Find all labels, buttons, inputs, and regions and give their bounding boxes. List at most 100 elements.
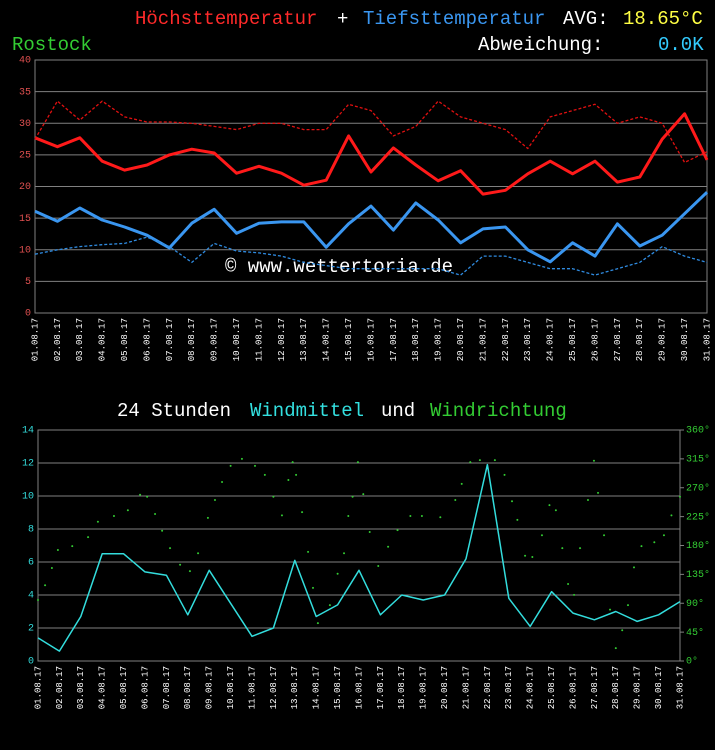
deviation-label: Abweichung: [478, 34, 603, 56]
scatter-point [37, 599, 39, 602]
scatter-point [469, 461, 472, 464]
series-line [34, 191, 709, 264]
y2-tick-label: 315° [686, 454, 710, 466]
scatter-point [197, 552, 200, 555]
scatter-point [351, 495, 354, 498]
scatter-point [592, 459, 595, 462]
scatter-point [621, 629, 624, 632]
scatter-point [478, 459, 481, 462]
scatter-point [597, 491, 600, 494]
scatter-point [126, 509, 129, 512]
scatter-point [71, 545, 74, 548]
y-tick-label: 5 [25, 277, 31, 288]
x-tick-label: 09.08.17 [205, 666, 215, 709]
scatter-point [328, 604, 331, 607]
y-tick-label: 6 [28, 558, 34, 569]
x-tick-label: 31.08.17 [675, 666, 685, 709]
x-tick-label: 11.08.17 [254, 318, 264, 361]
x-tick-label: 07.08.17 [165, 318, 175, 361]
y-tick-label: 10 [19, 245, 31, 256]
scatter-point [307, 550, 310, 553]
x-tick-label: 29.08.17 [658, 318, 668, 361]
x-tick-label: 03.08.17 [75, 318, 85, 361]
scatter-point [460, 482, 463, 485]
scatter-point [368, 531, 371, 534]
scatter-point [586, 498, 589, 501]
title-series: Windmittel [250, 400, 364, 422]
x-tick-label: 01.08.17 [30, 318, 40, 361]
x-tick-label: 27.08.17 [613, 318, 623, 361]
x-tick-label: 25.08.17 [547, 666, 557, 709]
series-line [37, 463, 681, 652]
x-tick-label: 29.08.17 [633, 666, 643, 709]
y-tick-label: 20 [19, 182, 31, 193]
scatter-point [280, 514, 283, 517]
x-tick-label: 21.08.17 [461, 666, 471, 709]
x-tick-label: 16.08.17 [354, 666, 364, 709]
scatter-point [112, 514, 115, 517]
scatter-point [263, 473, 266, 476]
x-tick-label: 04.08.17 [98, 666, 108, 709]
scatter-point [561, 547, 564, 550]
x-tick-label: 11.08.17 [247, 666, 257, 709]
scatter-point [272, 495, 275, 498]
y-tick-label: 0 [25, 309, 31, 320]
scatter-point [524, 554, 527, 557]
scatter-point [240, 457, 243, 460]
scatter-point [554, 509, 557, 512]
y-tick-label: 15 [19, 214, 31, 225]
scatter-point [87, 536, 90, 539]
scatter-point [387, 545, 390, 548]
x-tick-label: 14.08.17 [312, 666, 322, 709]
y2-tick-label: 135° [686, 569, 710, 581]
y-tick-label: 35 [19, 87, 31, 98]
scatter-point [516, 518, 519, 521]
x-tick-label: 28.08.17 [635, 318, 645, 361]
scatter-point [409, 514, 412, 517]
x-tick-label: 17.08.17 [376, 666, 386, 709]
x-tick-label: 21.08.17 [478, 318, 488, 361]
x-tick-label: 10.08.17 [232, 318, 242, 361]
scatter-point [154, 513, 157, 516]
x-tick-label: 14.08.17 [322, 318, 332, 361]
x-tick-label: 18.08.17 [397, 666, 407, 709]
scatter-point [609, 608, 612, 611]
scatter-point [146, 495, 149, 498]
scatter-point [511, 500, 514, 503]
scatter-point [356, 461, 359, 464]
deviation-value: 0.0K [658, 34, 704, 56]
x-tick-label: 02.08.17 [55, 666, 65, 709]
scatter-point [311, 586, 314, 589]
avg-value: 18.65°C [623, 8, 703, 30]
y2-tick-label: 180° [686, 540, 710, 552]
scatter-point [579, 547, 582, 550]
x-tick-label: 23.08.17 [504, 666, 514, 709]
y2-tick-label: 360° [686, 425, 710, 437]
x-tick-label: 30.08.17 [654, 666, 664, 709]
title-series: Windrichtung [430, 400, 567, 422]
x-tick-label: 06.08.17 [142, 318, 152, 361]
y2-tick-label: 0° [686, 656, 698, 668]
scatter-point [670, 514, 673, 517]
y-tick-label: 14 [22, 426, 34, 437]
y-tick-label: 2 [28, 624, 34, 635]
scatter-point [626, 604, 629, 607]
scatter-point [493, 459, 496, 462]
series-line [34, 100, 708, 164]
y2-tick-label: 225° [686, 511, 710, 523]
y-tick-label: 0 [28, 657, 34, 668]
scatter-point [653, 541, 656, 544]
x-tick-label: 15.08.17 [344, 318, 354, 361]
scatter-point [396, 529, 399, 532]
scatter-point [377, 565, 380, 568]
scatter-point [50, 566, 53, 569]
x-tick-label: 24.08.17 [526, 666, 536, 709]
scatter-point [179, 563, 182, 566]
y2-tick-label: 90° [686, 598, 704, 610]
y-tick-label: 30 [19, 119, 31, 130]
scatter-point [161, 529, 164, 532]
scatter-point [632, 566, 635, 569]
x-tick-label: 19.08.17 [434, 318, 444, 361]
scatter-point [336, 572, 339, 575]
x-tick-label: 15.08.17 [333, 666, 343, 709]
